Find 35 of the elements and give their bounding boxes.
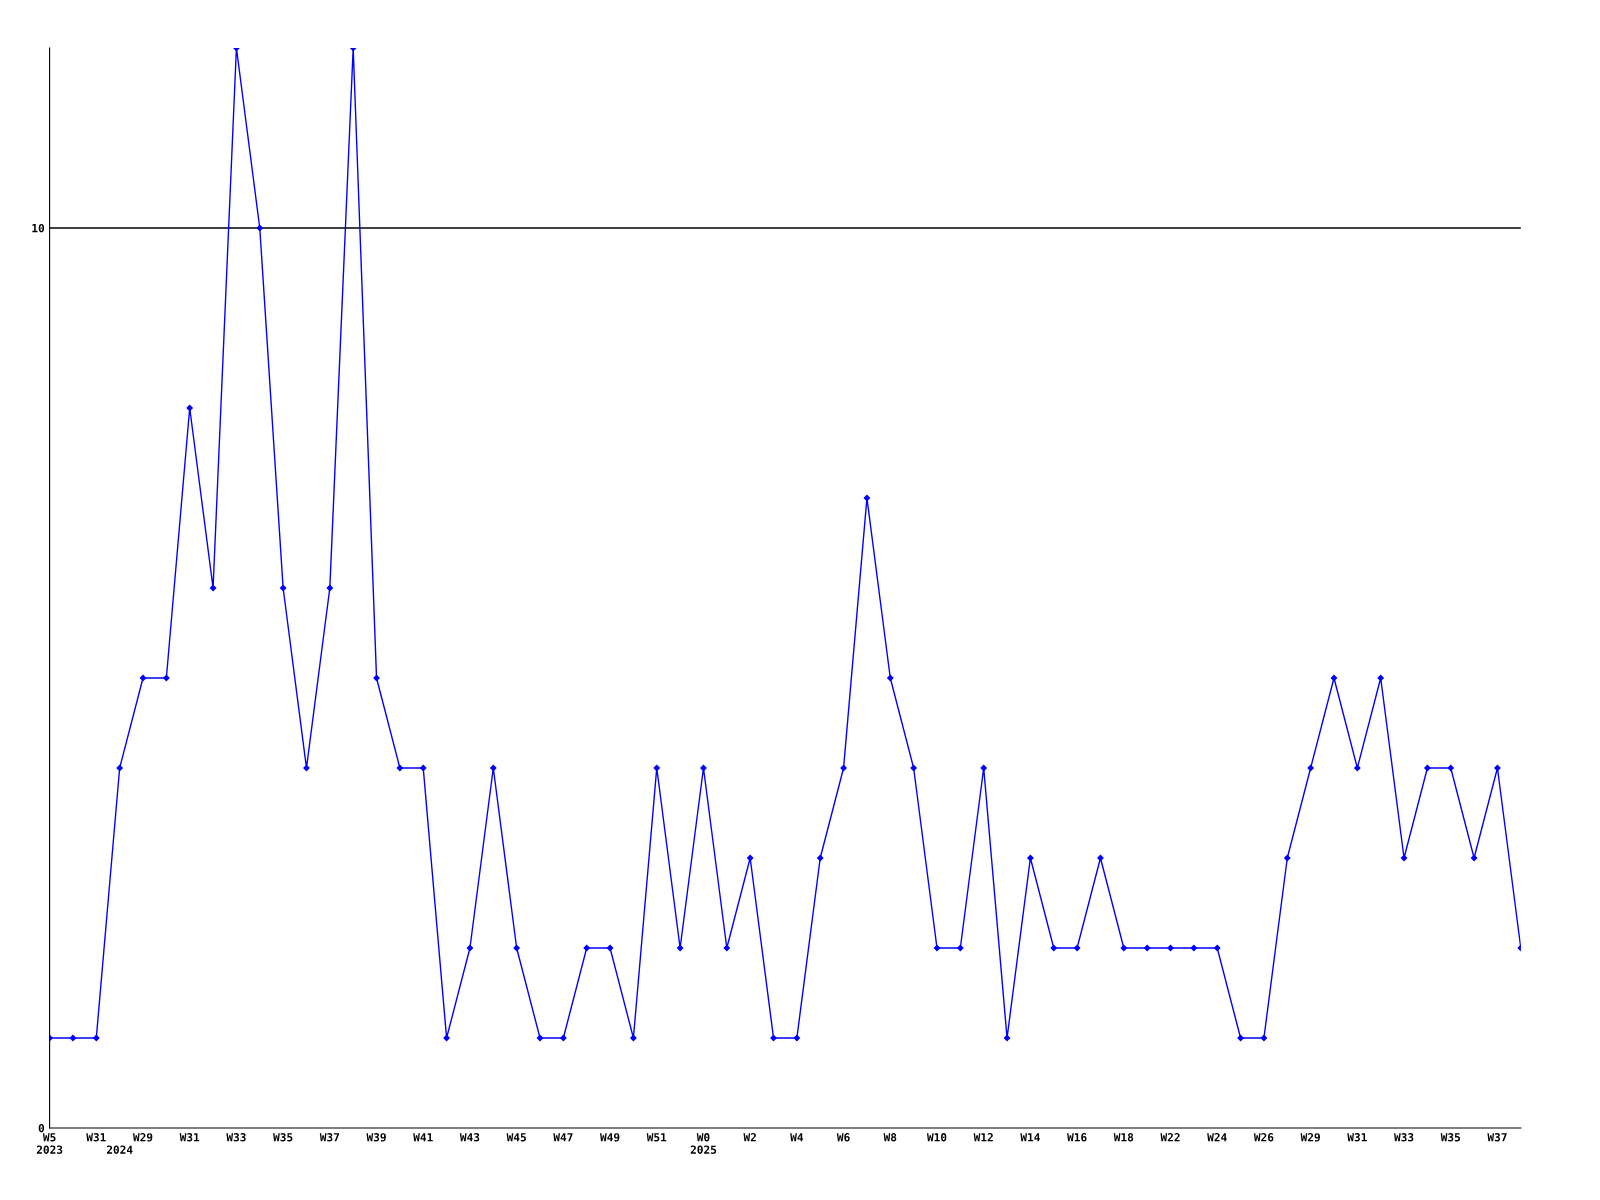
x-tick-label: W29 (132, 1133, 153, 1142)
x-tick-label: W4 (790, 1133, 804, 1142)
x-tick-label: W39 (366, 1133, 386, 1142)
x-tick-label: W49 (600, 1133, 620, 1142)
x-tick-label: W24 (1207, 1133, 1227, 1142)
x-tick-label: W18 (1113, 1133, 1134, 1142)
x-tick-label: W45 (506, 1133, 526, 1142)
y-tick-label: 0 (38, 1123, 45, 1133)
x-tick-label: W22 (1160, 1133, 1180, 1142)
x-tick-label: W37 (319, 1133, 340, 1142)
x-tick-label: W43 (459, 1133, 480, 1142)
x-tick-label: W26 (1253, 1133, 1274, 1142)
x-tick-label: W35 (1440, 1133, 1461, 1142)
x-tick-label: W0 2025 (690, 1133, 717, 1154)
x-tick-label: W33 (226, 1133, 246, 1142)
x-tick-label: W6 (836, 1133, 850, 1142)
x-tick-label: 2024 (106, 1145, 133, 1154)
x-tick-label: W31 (1347, 1133, 1367, 1142)
x-tick-label: W33 (1394, 1133, 1414, 1142)
y-tick-label: 10 (32, 223, 45, 233)
x-tick-label: W41 (413, 1133, 433, 1142)
x-tick-label: W47 (553, 1133, 573, 1142)
x-tick-label: W51 (646, 1133, 667, 1142)
x-tick-label: W12 (973, 1133, 993, 1142)
x-tick-label: W31 (86, 1133, 106, 1142)
x-tick-label: W37 (1487, 1133, 1507, 1142)
x-tick-label: W31 (179, 1133, 200, 1142)
x-tick-label: W8 (883, 1133, 897, 1142)
x-tick-label: W16 (1067, 1133, 1087, 1142)
x-tick-label: W5 2023 (36, 1133, 63, 1154)
x-tick-label: W2 (743, 1133, 756, 1142)
x-tick-label: W14 (1020, 1133, 1040, 1142)
x-tick-label: W10 (926, 1133, 947, 1142)
x-tick-label: W35 (273, 1133, 293, 1142)
x-tick-label: W29 (1300, 1133, 1320, 1142)
